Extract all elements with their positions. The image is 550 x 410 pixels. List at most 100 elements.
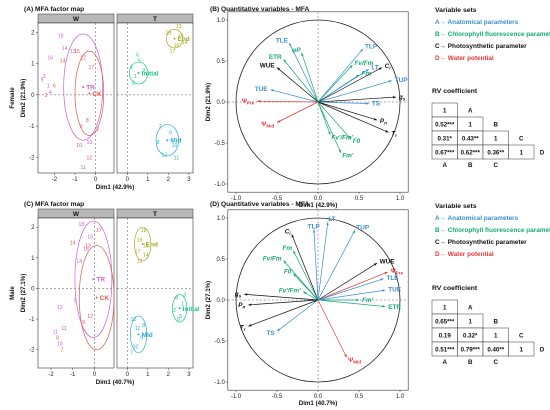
x-tick-label: 1 — [146, 177, 150, 183]
individual-point-label: 12 — [131, 317, 137, 323]
confidence-ellipse — [74, 220, 113, 338]
individual-point-label: 6 — [136, 52, 139, 58]
x-tick-label: 0 — [94, 177, 98, 183]
confidence-ellipse — [74, 50, 105, 136]
variable-label: Pn — [238, 302, 245, 310]
variable-arrow — [313, 229, 319, 301]
confidence-ellipse — [128, 61, 149, 85]
x-axis-label: Dim1 (42.9%) — [96, 184, 135, 191]
facet-frame — [37, 217, 115, 369]
variable-arrow — [317, 271, 388, 301]
variable-label: Tr — [240, 324, 246, 332]
y-tick-label: 0 — [31, 286, 35, 292]
arrow-head — [291, 234, 295, 238]
y-tick-label: -2 — [29, 155, 35, 161]
confidence-ellipse — [78, 245, 115, 350]
variable-label: Ci — [285, 229, 292, 237]
variable-arrow — [293, 250, 319, 301]
variable-arrow — [291, 234, 319, 301]
x-tick-label: 3 — [187, 372, 191, 378]
y-tick-label: -1.0 — [214, 182, 225, 188]
individual-point-label: 2 — [132, 80, 135, 86]
individual-point-label: 7 — [60, 348, 63, 354]
group-label: TR — [86, 85, 95, 92]
variable-label: gs — [234, 291, 242, 299]
arrow-head — [289, 42, 292, 47]
arrow-head — [392, 96, 396, 99]
individual-point-label: 14 — [182, 40, 188, 46]
x-tick-label: -2 — [48, 372, 54, 378]
arrow-head — [257, 99, 261, 103]
variable-arrow — [276, 67, 319, 103]
x-axis-label: Dim1 (42.9%) — [299, 202, 338, 209]
variable-arrow — [317, 101, 369, 104]
individual-point-label: 16 — [174, 43, 180, 49]
rv-value: 0.79*** — [461, 347, 481, 354]
x-tick-label: 0.0 — [314, 196, 323, 202]
y-tick-label: 0.5 — [216, 59, 225, 65]
individual-point-label: 7 — [159, 124, 162, 130]
y-tick-label: -1.0 — [214, 380, 225, 386]
individual-point-label: 8 — [157, 140, 160, 146]
legend-title: Variable sets — [435, 203, 477, 210]
rv-value: 0.51*** — [435, 347, 455, 354]
variable-arrow — [317, 101, 342, 153]
rv-table-top: RV coefficient 1 A 0.52*** 1 B 0.31* 0.43** 1 C 0.… — [431, 88, 545, 169]
variable-label: Pn — [380, 118, 387, 126]
individual-point-label: 4 — [49, 90, 52, 96]
arrow-head — [283, 59, 287, 63]
rv-value: 1 — [494, 333, 498, 340]
rv-value: 0.31* — [438, 136, 453, 143]
individual-point-label: 14 — [143, 253, 149, 259]
row-label: Female — [9, 87, 16, 109]
arrow-head — [270, 89, 274, 92]
x-tick-label: 1 — [146, 372, 150, 378]
variable-arrow — [301, 52, 319, 103]
y-tick-label: -2 — [29, 348, 35, 354]
y-tick-label: 1.0 — [216, 216, 225, 222]
group-label: Initial — [183, 306, 200, 313]
panel-a-title: (A) MFA factor map — [24, 6, 84, 13]
variable-label: WUE — [260, 63, 276, 70]
rv-row-set-label: B — [494, 122, 499, 129]
confidence-ellipse — [134, 226, 152, 262]
rv-table-bottom: RV coefficient 1 A 0.65*** 1 B 0.19 0.32* 1 C 0.51… — [431, 285, 545, 366]
individual-point-label: 15 — [143, 244, 149, 250]
individual-point-label: 1 — [47, 84, 50, 90]
individual-point-label: 8 — [56, 335, 59, 341]
confidence-ellipse — [155, 124, 179, 157]
individual-point-label: 10 — [57, 342, 63, 348]
variable-label: TS — [266, 330, 275, 337]
variable-label: WUE — [380, 259, 396, 266]
individual-point-label: 10 — [76, 143, 82, 149]
rv-row-set-label: C — [519, 136, 524, 143]
x-tick-label: 0.5 — [355, 394, 364, 400]
legend-variable-sets-bottom: Variable sets A→ Anatomical parameters B→ … — [435, 203, 550, 258]
individual-point-label: 16 — [87, 234, 93, 240]
facet-frame — [37, 22, 115, 174]
legend-item-D: D→ Water potential — [435, 55, 494, 62]
variable-arrow — [317, 222, 329, 301]
x-tick-label: 0 — [126, 372, 130, 378]
variable-label: LT — [328, 216, 335, 223]
variable-arrow — [276, 101, 319, 123]
y-tick-label: -0.5 — [214, 141, 225, 147]
legend-item-A: A→ Anatomical parameters — [435, 19, 519, 26]
group-label: Initial — [142, 71, 159, 78]
arrow-head — [344, 354, 347, 358]
rv-title: RV coefficient — [432, 88, 478, 95]
individual-point-label: 5 — [179, 314, 182, 320]
individual-point-label: 3 — [43, 74, 46, 80]
arrow-head — [283, 260, 287, 264]
variable-label: TUP — [356, 225, 370, 232]
rv-value: 0.32* — [463, 333, 478, 340]
arrow-head — [248, 303, 252, 306]
individual-point-label: 13 — [137, 259, 143, 265]
arrow-head — [385, 130, 389, 133]
individual-point-label: 14 — [62, 46, 68, 52]
variable-arrow — [317, 80, 392, 103]
individual-point-label: 3 — [142, 68, 145, 74]
arrow-head — [382, 305, 386, 308]
